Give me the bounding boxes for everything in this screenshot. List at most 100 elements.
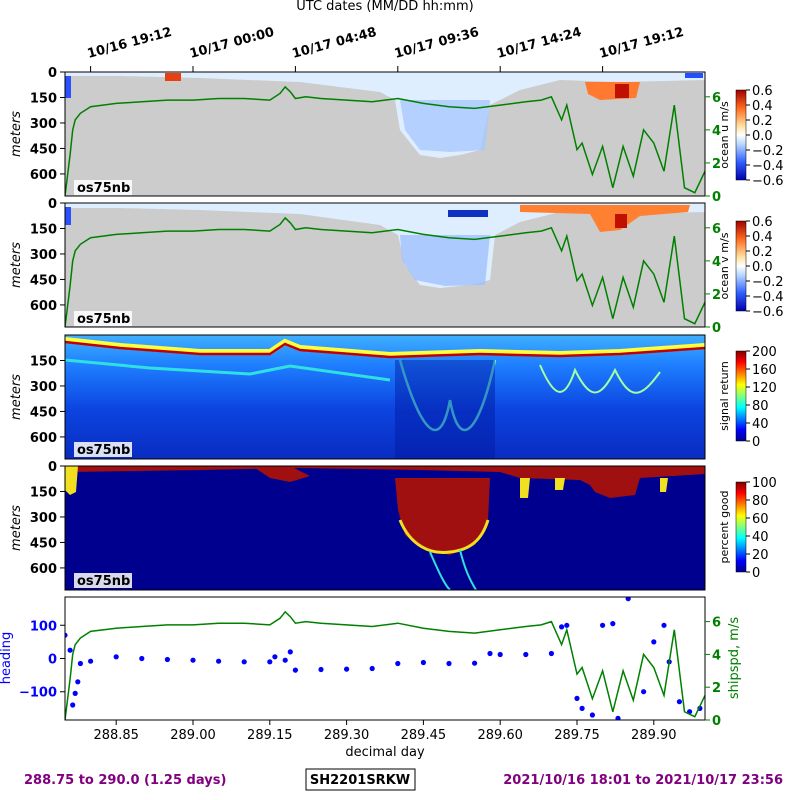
panel-pg-surface-yellow <box>65 466 78 495</box>
xtick-label-7: 289.90 <box>631 728 677 743</box>
xlabel: decimal day <box>345 745 425 760</box>
panel-v-blue-stripe <box>65 207 71 225</box>
top-tick-label-3: 10/17 09:36 <box>393 25 481 62</box>
xtick-label-2: 289.15 <box>247 728 293 743</box>
heading-point-27 <box>523 651 529 658</box>
panel2-cb-tick-label-6: −0.6 <box>752 305 784 320</box>
panel1-cb-tick-label-5: −0.4 <box>752 159 784 174</box>
panel-u-colorbar <box>735 89 747 181</box>
heading-point-11 <box>216 658 222 664</box>
heading-point-2 <box>70 702 76 708</box>
panel2-ytick-label-2: 300 <box>30 248 57 263</box>
panel4-ytick-label-2: 300 <box>30 511 57 526</box>
panel-pg-patches-yellow <box>520 478 668 498</box>
heading-point-21 <box>395 660 401 667</box>
panel-pg-column <box>395 478 490 555</box>
panel3-cb-tick-label-2: 120 <box>752 381 777 396</box>
heading-point-17 <box>292 667 298 673</box>
heading-point-18 <box>318 666 324 673</box>
heading-point-14 <box>272 654 278 660</box>
panel-v-yticks: 0 150 300 450 600 <box>30 197 65 314</box>
panel-pg-colorbar-ticks: 100 80 60 40 20 0 <box>746 476 777 581</box>
panel2-cb-tick-label-1: 0.4 <box>752 230 773 245</box>
panel-sig-surface-band <box>65 337 705 359</box>
panel4-cb-tick-label-5: 0 <box>752 566 760 581</box>
heading-point-10 <box>190 657 196 663</box>
heading-point-42 <box>676 699 683 705</box>
panel2-rtick-label-1: 4 <box>712 255 721 270</box>
heading-point-3 <box>72 690 78 697</box>
panel-pg-frame <box>64 465 706 591</box>
heading-point-22 <box>420 659 426 666</box>
panel3-cb-tick-label-4: 40 <box>752 417 769 432</box>
panel-pg-ylabel: meters <box>9 505 24 551</box>
heading-point-20 <box>369 665 375 672</box>
panel4-cb-tick-label-4: 20 <box>752 548 769 563</box>
panel-sig-colorbar <box>735 350 747 442</box>
panel-sig-colorbar-ticks: 200 160 120 80 40 0 <box>746 345 777 450</box>
panel2-ytick-label-0: 0 <box>48 197 57 212</box>
panel-pg-patches-right <box>585 478 640 498</box>
heading-point-13 <box>267 659 273 665</box>
panel-u-red-patch <box>165 73 181 81</box>
footer-right: 2021/10/16 18:01 to 2021/10/17 23:56 <box>503 773 783 788</box>
heading-point-1 <box>67 647 73 653</box>
panel-v-right-ticks: 6 4 2 0 <box>705 222 721 336</box>
panel-v-colorbar <box>735 220 747 312</box>
heading-point-23 <box>446 660 452 667</box>
heading-point-19 <box>344 666 350 672</box>
panel1-rtick-label-0: 6 <box>712 91 721 106</box>
panel2-ytick-label-4: 600 <box>30 299 57 314</box>
xtick-label-3: 289.30 <box>324 728 370 743</box>
panel-sig-tag-bg <box>74 442 132 457</box>
heading-rtick-label-3: 0 <box>712 714 721 729</box>
panel-sig-bottom-echo <box>65 340 705 359</box>
panel-u-tag-bg <box>74 180 132 195</box>
panel2-ytick-label-1: 150 <box>30 222 57 237</box>
panel3-ytick-label-2: 450 <box>30 405 57 420</box>
heading-point-38 <box>641 689 647 695</box>
panel-u-top-edge <box>685 73 703 78</box>
panel-v-shipspeed-line <box>65 216 705 327</box>
top-tick-label-4: 10/17 14:24 <box>495 25 583 62</box>
panel-u-tag: os75nb <box>77 181 130 196</box>
footer-center: SH2201SRKW <box>310 773 410 788</box>
panel-sig-ylabel: meters <box>9 374 24 420</box>
panel-u-red-core <box>615 84 629 98</box>
heading-point-37 <box>625 597 631 602</box>
heading-point-6 <box>88 658 94 664</box>
panel-sig-yticks: 150 300 450 600 <box>30 354 65 446</box>
shipspd-ylabel: shipspd, m/s <box>727 617 742 699</box>
heading-point-36 <box>615 715 621 720</box>
panel4-cb-tick-label-1: 80 <box>752 494 769 509</box>
heading-point-32 <box>579 705 585 712</box>
panel4-ytick-label-3: 450 <box>30 536 57 551</box>
panel1-ytick-label-1: 150 <box>30 91 57 106</box>
panel-pg-colorbar-label: percent good <box>718 490 731 563</box>
xtick-label-0: 288.85 <box>93 728 139 743</box>
panel-v-frame <box>64 202 706 328</box>
heading-point-26 <box>497 651 503 658</box>
panel1-ytick-label-3: 450 <box>30 142 57 157</box>
panel-heading-right-ticks: 6 4 2 0 <box>705 616 721 729</box>
xtick-label-4: 289.45 <box>401 728 447 743</box>
heading-point-24 <box>472 660 478 666</box>
heading-rtick-label-1: 4 <box>712 648 721 663</box>
heading-rtick-label-2: 2 <box>712 681 721 696</box>
xtick-label-5: 289.60 <box>477 728 523 743</box>
panel-v-orange-patch <box>520 205 690 232</box>
heading-point-9 <box>164 656 170 663</box>
heading-ytick-label-0: 100 <box>30 619 57 634</box>
panel3-cb-tick-label-1: 160 <box>752 363 777 378</box>
heading-point-8 <box>139 655 145 662</box>
top-axis-ticks: 10/16 19:12 10/17 00:00 10/17 04:48 10/17 0… <box>86 25 686 72</box>
panel-u-yticks: 0 150 300 450 600 <box>30 66 65 183</box>
panel-v-dark-blue-band <box>448 210 488 217</box>
panel-pg-hump <box>255 466 310 482</box>
panel-u-frame <box>64 71 706 197</box>
panel3-ytick-label-1: 300 <box>30 380 57 395</box>
heading-point-29 <box>559 624 565 630</box>
panel-pg-colorbar <box>735 481 747 573</box>
